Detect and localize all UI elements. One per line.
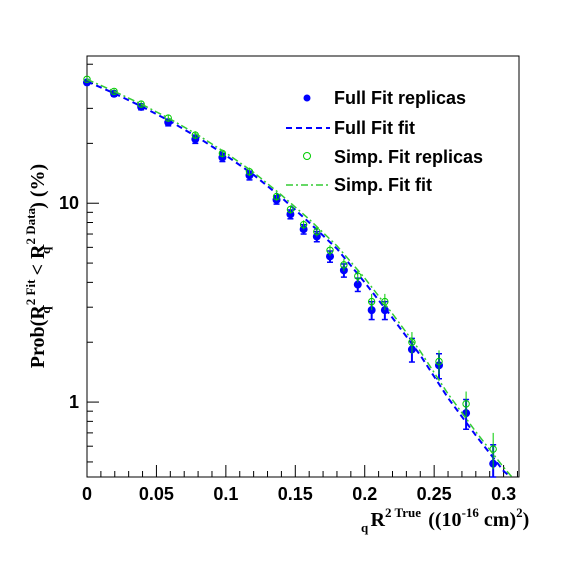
data-point-simp-fit	[164, 114, 172, 122]
series-2	[83, 75, 497, 470]
data-point-simp-fit	[299, 220, 308, 229]
data-point-simp-fit	[110, 87, 118, 96]
svg-text:Prob(R2 Fitq < R2 Dataq) (%): Prob(R2 Fitq < R2 Dataq) (%)	[23, 164, 53, 368]
y-tick-label: 1	[69, 392, 79, 412]
data-point-simp-fit	[313, 227, 321, 236]
legend: Full Fit replicas Full Fit fit Simp. Fit…	[286, 88, 483, 195]
x-tick-label: 0.05	[139, 484, 174, 504]
data-point-simp-fit	[83, 75, 91, 83]
data-point-simp-fit	[367, 297, 376, 306]
data-point-simp-fit	[354, 272, 362, 280]
fit-line-full	[86, 80, 512, 478]
x-tick-label: 0.15	[278, 484, 313, 504]
legend-marker-full-fit-replicas	[303, 94, 311, 102]
series-layer	[83, 75, 513, 478]
y-axis-ticks: 1 10	[59, 63, 99, 463]
data-point-simp-fit	[272, 192, 281, 201]
x-tick-label: 0	[82, 484, 92, 504]
fit-line-simp	[86, 78, 513, 478]
legend-label-full-fit-fit: Full Fit fit	[334, 118, 415, 138]
data-point-simp-fit	[286, 205, 295, 214]
series-0	[83, 78, 498, 478]
series-3	[86, 78, 513, 478]
x-axis-ticks: 0 0.05 0.1 0.15 0.2 0.25 0.3	[82, 465, 518, 504]
legend-entry-full-fit-fit: Full Fit fit	[286, 118, 415, 138]
y-tick-label: 10	[59, 193, 79, 213]
data-point-simp-fit	[435, 357, 443, 366]
x-tick-label: 0.25	[417, 484, 452, 504]
x-axis-title: R2 True q ((10-16 cm)2)	[361, 505, 529, 535]
data-point-simp-fit	[462, 400, 470, 408]
data-point-simp-fit	[326, 246, 334, 254]
plot-frame	[86, 55, 520, 478]
data-point-simp-fit	[340, 261, 348, 269]
series-1	[86, 80, 512, 478]
legend-entry-full-fit-replicas: Full Fit replicas	[303, 88, 466, 108]
x-tick-label: 0.3	[491, 484, 516, 504]
legend-entry-simp-fit-replicas: Simp. Fit replicas	[303, 147, 483, 167]
legend-label-simp-fit-replicas: Simp. Fit replicas	[334, 147, 483, 167]
legend-entry-simp-fit-fit: Simp. Fit fit	[286, 175, 432, 195]
y-axis-title: Prob(R2 Fitq < R2 Dataq) (%)	[23, 164, 53, 368]
legend-marker-simp-fit-replicas	[303, 152, 311, 160]
x-tick-label: 0.1	[213, 484, 238, 504]
x-tick-label: 0.2	[352, 484, 377, 504]
data-point-simp-fit	[137, 100, 145, 108]
legend-label-full-fit-replicas: Full Fit replicas	[334, 88, 466, 108]
legend-label-simp-fit-fit: Simp. Fit fit	[334, 175, 432, 195]
